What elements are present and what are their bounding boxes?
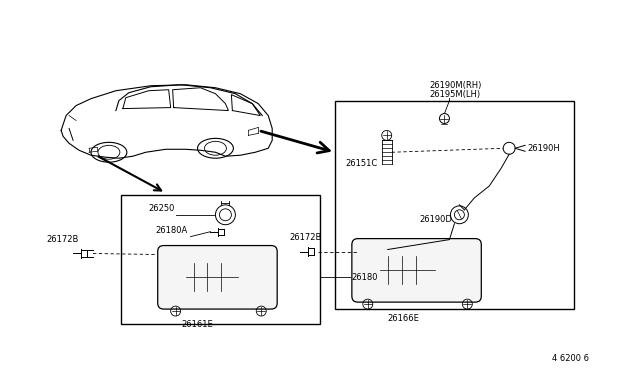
Bar [121,195,320,324]
Text: 26250: 26250 [148,204,175,213]
Text: 26172B: 26172B [46,235,79,244]
FancyBboxPatch shape [352,238,481,302]
Text: 26166E: 26166E [388,314,420,323]
Bar [335,101,574,309]
Text: 26151C: 26151C [345,159,377,168]
Text: 26190H: 26190H [527,144,560,153]
Text: 26161E: 26161E [182,320,213,330]
Text: 26190D: 26190D [420,215,452,224]
FancyBboxPatch shape [157,246,277,309]
Text: 26180: 26180 [352,273,378,282]
Text: 26190M(RH): 26190M(RH) [429,81,482,90]
Text: 4 6200 6: 4 6200 6 [552,354,589,363]
Text: 26172B: 26172B [289,233,321,242]
Text: 26195M(LH): 26195M(LH) [429,90,481,99]
Text: 26180A: 26180A [156,226,188,235]
